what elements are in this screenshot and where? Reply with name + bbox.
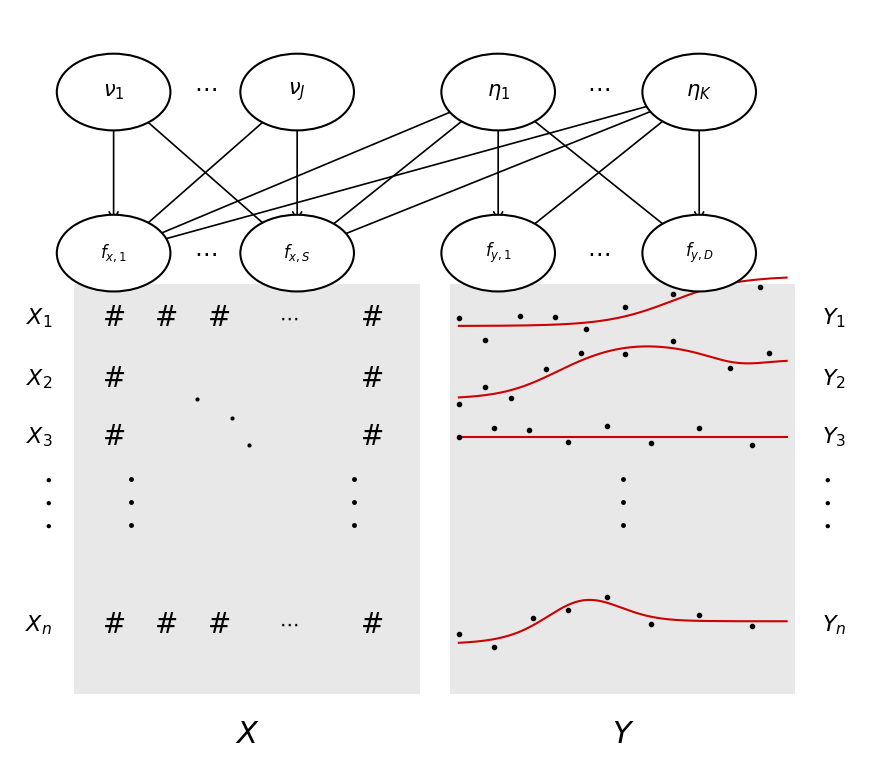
Text: $\cdots$: $\cdots$ — [279, 616, 298, 634]
Text: $f_{x,S}$: $f_{x,S}$ — [283, 242, 311, 264]
Text: $X_3$: $X_3$ — [25, 426, 52, 449]
FancyBboxPatch shape — [450, 284, 795, 694]
Text: $\#$: $\#$ — [360, 611, 383, 639]
Text: $\#$: $\#$ — [207, 611, 230, 639]
Text: $Y_3$: $Y_3$ — [822, 426, 846, 449]
Text: $\#$: $\#$ — [102, 611, 125, 639]
Text: $X_n$: $X_n$ — [25, 614, 52, 637]
Text: $Y_2$: $Y_2$ — [822, 368, 845, 391]
Text: $X$: $X$ — [235, 719, 260, 750]
Text: $X_2$: $X_2$ — [26, 368, 52, 391]
Text: $Y$: $Y$ — [612, 719, 635, 750]
Text: $\bullet$: $\bullet$ — [44, 495, 52, 509]
Text: $\nu_J$: $\nu_J$ — [288, 81, 306, 104]
Text: $\bullet$: $\bullet$ — [822, 472, 830, 486]
Text: $\#$: $\#$ — [155, 611, 177, 639]
Text: $X_1$: $X_1$ — [26, 307, 52, 330]
Ellipse shape — [57, 215, 170, 291]
Ellipse shape — [240, 54, 354, 130]
Text: $\#$: $\#$ — [102, 304, 125, 332]
Text: $\eta_1$: $\eta_1$ — [487, 82, 510, 102]
Text: $\bullet$: $\bullet$ — [44, 518, 52, 532]
Text: $\#$: $\#$ — [102, 366, 125, 393]
Text: $Y_n$: $Y_n$ — [822, 614, 846, 637]
Text: $\cdots$: $\cdots$ — [194, 242, 217, 265]
Text: $\#$: $\#$ — [360, 423, 383, 451]
Text: $f_{x,1}$: $f_{x,1}$ — [101, 242, 127, 264]
Text: $\bullet$: $\bullet$ — [822, 518, 830, 532]
Ellipse shape — [240, 215, 354, 291]
Text: $\#$: $\#$ — [155, 304, 177, 332]
Ellipse shape — [642, 215, 756, 291]
Text: $\nu_1$: $\nu_1$ — [103, 82, 124, 102]
Ellipse shape — [441, 54, 555, 130]
Text: $\#$: $\#$ — [102, 423, 125, 451]
Text: $\bullet$: $\bullet$ — [44, 472, 52, 486]
Text: $\eta_K$: $\eta_K$ — [686, 82, 712, 102]
Ellipse shape — [441, 215, 555, 291]
Text: $\#$: $\#$ — [207, 304, 230, 332]
Text: $\cdots$: $\cdots$ — [587, 77, 610, 100]
Ellipse shape — [57, 54, 170, 130]
Text: $f_{y,D}$: $f_{y,D}$ — [684, 241, 714, 265]
Text: $\cdots$: $\cdots$ — [279, 309, 298, 328]
Text: $\#$: $\#$ — [360, 366, 383, 393]
Text: $f_{y,1}$: $f_{y,1}$ — [485, 241, 511, 265]
Text: $\bullet$: $\bullet$ — [822, 495, 830, 509]
FancyBboxPatch shape — [74, 284, 420, 694]
Text: $\cdots$: $\cdots$ — [587, 242, 610, 265]
Text: $\cdots$: $\cdots$ — [194, 77, 217, 100]
Ellipse shape — [642, 54, 756, 130]
Text: $Y_1$: $Y_1$ — [822, 307, 845, 330]
Text: $\#$: $\#$ — [360, 304, 383, 332]
